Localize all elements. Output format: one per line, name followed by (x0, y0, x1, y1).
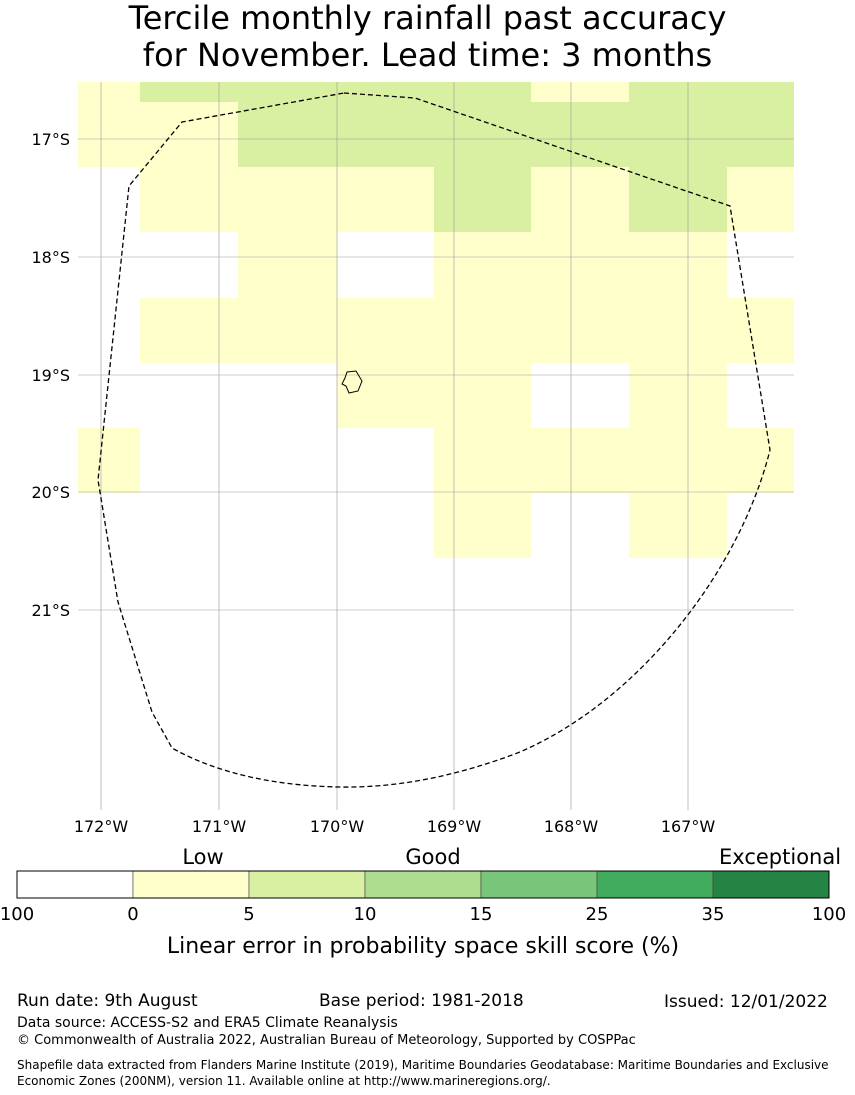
skill-cell (629, 232, 727, 298)
legend-tick-label: 0 (127, 904, 138, 925)
skill-cell (78, 82, 140, 102)
skill-cell (434, 232, 531, 298)
skill-cell (238, 232, 337, 298)
legend-swatch (132, 870, 250, 899)
skill-cell (727, 298, 794, 363)
lat-label: 17°S (31, 130, 70, 149)
legend-tick-label: 25 (586, 904, 609, 925)
lon-label: 172°W (74, 817, 129, 836)
legend-category-good: Good (405, 845, 460, 869)
skill-cell (531, 232, 629, 298)
skill-cell (629, 167, 727, 232)
skill-cell (727, 82, 794, 102)
skill-cell (337, 167, 434, 232)
skill-cell (629, 82, 727, 102)
legend-swatch (596, 870, 714, 899)
legend-category-low: Low (182, 845, 223, 869)
skill-cell (337, 298, 434, 363)
skill-cell (140, 102, 238, 167)
skill-cell (434, 363, 531, 428)
copyright: © Commonwealth of Australia 2022, Austra… (17, 1033, 636, 1048)
skill-cell (434, 298, 531, 363)
legend-axis-label: Linear error in probability space skill … (167, 934, 679, 959)
legend-colorbar (16, 870, 830, 899)
run-date: Run date: 9th August (17, 991, 198, 1011)
skill-cell (531, 428, 629, 493)
legend-tick-label: 100 (812, 904, 846, 925)
skill-cell (531, 298, 629, 363)
legend-swatch (16, 870, 134, 899)
issued-date: Issued: 12/01/2022 (664, 992, 828, 1012)
skill-cell (434, 167, 531, 232)
shapefile-credit: Shapefile data extracted from Flanders M… (17, 1058, 829, 1088)
skill-cell (434, 102, 531, 167)
skill-cell (727, 167, 794, 232)
lat-label: 20°S (31, 483, 70, 502)
lon-label: 171°W (192, 817, 247, 836)
skill-cell (629, 428, 727, 493)
base-period: Base period: 1981-2018 (319, 991, 524, 1011)
legend-swatch (248, 870, 366, 899)
skill-cell (238, 167, 337, 232)
legend-tick-label: 35 (702, 904, 725, 925)
legend-tick-label: 5 (243, 904, 254, 925)
skill-cell (434, 493, 531, 558)
skill-cell (434, 82, 531, 102)
skill-cell (629, 493, 727, 558)
skill-cell (531, 82, 629, 102)
lon-label: 169°W (427, 817, 482, 836)
lat-label: 18°S (31, 248, 70, 267)
skill-cell (78, 428, 140, 493)
lat-label: 19°S (31, 366, 70, 385)
data-source: Data source: ACCESS-S2 and ERA5 Climate … (17, 1015, 398, 1031)
island-outline (341, 370, 363, 394)
skill-cell (78, 102, 140, 167)
skill-cell (337, 102, 434, 167)
legend-swatch (712, 870, 830, 899)
skill-cell (238, 102, 337, 167)
legend-tick-label: 100 (0, 904, 34, 925)
map-title-line-2: for November. Lead time: 3 months (142, 36, 713, 74)
skill-cell (629, 363, 727, 428)
skill-cell (238, 82, 337, 102)
skill-cell (140, 298, 238, 363)
skill-cell (434, 428, 531, 493)
skill-cell (140, 167, 238, 232)
legend-frame (16, 870, 830, 899)
skill-cell (727, 428, 794, 493)
skill-cell (531, 167, 629, 232)
lat-label: 21°S (31, 601, 70, 620)
skill-grid (78, 82, 794, 558)
skill-cell (337, 363, 434, 428)
skill-cell (727, 102, 794, 167)
lon-label: 167°W (661, 817, 716, 836)
lon-label: 170°W (310, 817, 365, 836)
skill-cell (531, 102, 629, 167)
legend-tick-label: 10 (354, 904, 377, 925)
legend-swatch (364, 870, 482, 899)
legend-category-exceptional: Exceptional (719, 845, 841, 869)
legend-tick-label: 15 (470, 904, 493, 925)
skill-cell (238, 298, 337, 363)
lon-label: 168°W (544, 817, 599, 836)
skill-cell (140, 82, 238, 102)
map-title-line-1: Tercile monthly rainfall past accuracy (128, 0, 727, 37)
legend-swatch (480, 870, 598, 899)
eez-boundary (97, 92, 771, 788)
skill-cell (629, 102, 727, 167)
skill-cell (629, 298, 727, 363)
